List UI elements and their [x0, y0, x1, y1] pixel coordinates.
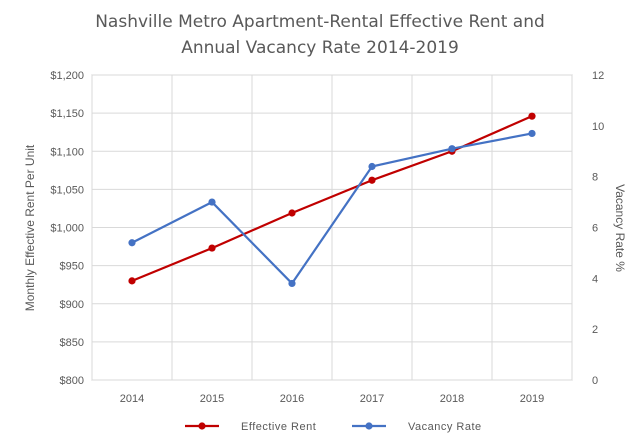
- right-tick-label: 12: [592, 70, 604, 82]
- effective-rent-point: [208, 244, 216, 252]
- left-axis-ticks: $800 $850 $900 $950 $1,000 $1,050 $1,100 $1,150…: [50, 70, 84, 387]
- effective-rent-legend-marker: [198, 422, 206, 430]
- x-axis-ticks: 2014 2015 2016 2017 2018 2019: [120, 393, 544, 405]
- vacancy-rate-point: [528, 129, 536, 138]
- left-tick-label: $800: [60, 375, 84, 387]
- left-tick-label: $850: [60, 337, 84, 349]
- chart-legend: Effective Rent Vacancy Rate: [185, 421, 482, 433]
- x-tick-label: 2019: [520, 393, 544, 405]
- vacancy-rate-point: [448, 145, 456, 153]
- left-tick-label: $1,000: [50, 223, 84, 235]
- chart-title-line-2: Annual Vacancy Rate 2014-2019: [181, 38, 459, 58]
- right-tick-label: 6: [592, 223, 598, 235]
- right-tick-label: 8: [592, 172, 598, 184]
- x-tick-label: 2015: [200, 393, 224, 405]
- left-tick-label: $1,200: [50, 70, 84, 82]
- vacancy-rate-point: [288, 279, 296, 288]
- left-tick-label: $1,150: [50, 108, 84, 120]
- left-tick-label: $1,050: [50, 184, 84, 196]
- right-tick-label: 2: [592, 324, 598, 336]
- right-axis-ticks: 0 2 4 6 8 10 12: [592, 70, 604, 387]
- x-tick-label: 2016: [280, 393, 304, 405]
- left-tick-label: $900: [60, 299, 84, 311]
- vacancy-rate-point: [208, 198, 216, 206]
- x-tick-label: 2014: [120, 393, 144, 405]
- effective-rent-point: [128, 277, 136, 285]
- vacancy-rate-point: [368, 162, 376, 171]
- effective-rent-point: [528, 112, 536, 120]
- right-tick-label: 4: [592, 273, 598, 285]
- left-tick-label: $1,100: [50, 146, 84, 158]
- vacancy-rate-legend-label: Vacancy Rate: [408, 421, 482, 433]
- right-axis-label: Vacancy Rate %: [613, 184, 627, 272]
- effective-rent-point: [288, 209, 296, 217]
- vacancy-rate-point: [128, 239, 136, 247]
- x-tick-label: 2018: [440, 393, 464, 405]
- chart-title-line-1: Nashville Metro Apartment-Rental Effecti…: [95, 12, 545, 32]
- series-lines: [128, 112, 536, 288]
- right-tick-label: 0: [592, 375, 598, 387]
- vacancy-rate-line: [131, 132, 533, 285]
- left-tick-label: $950: [60, 261, 84, 273]
- right-tick-label: 10: [592, 121, 604, 133]
- effective-rent-point: [368, 176, 376, 184]
- effective-rent-legend-label: Effective Rent: [241, 421, 316, 433]
- left-axis-label: Monthly Effective Rent Per Unit: [23, 144, 37, 311]
- x-tick-label: 2017: [360, 393, 384, 405]
- vacancy-rate-legend-marker: [365, 422, 373, 430]
